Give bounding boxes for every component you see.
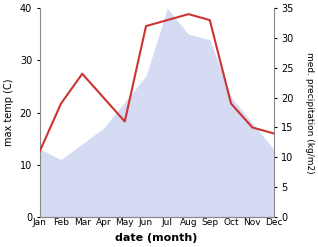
X-axis label: date (month): date (month) (115, 233, 198, 243)
Y-axis label: max temp (C): max temp (C) (4, 79, 14, 146)
Y-axis label: med. precipitation (kg/m2): med. precipitation (kg/m2) (305, 52, 314, 173)
